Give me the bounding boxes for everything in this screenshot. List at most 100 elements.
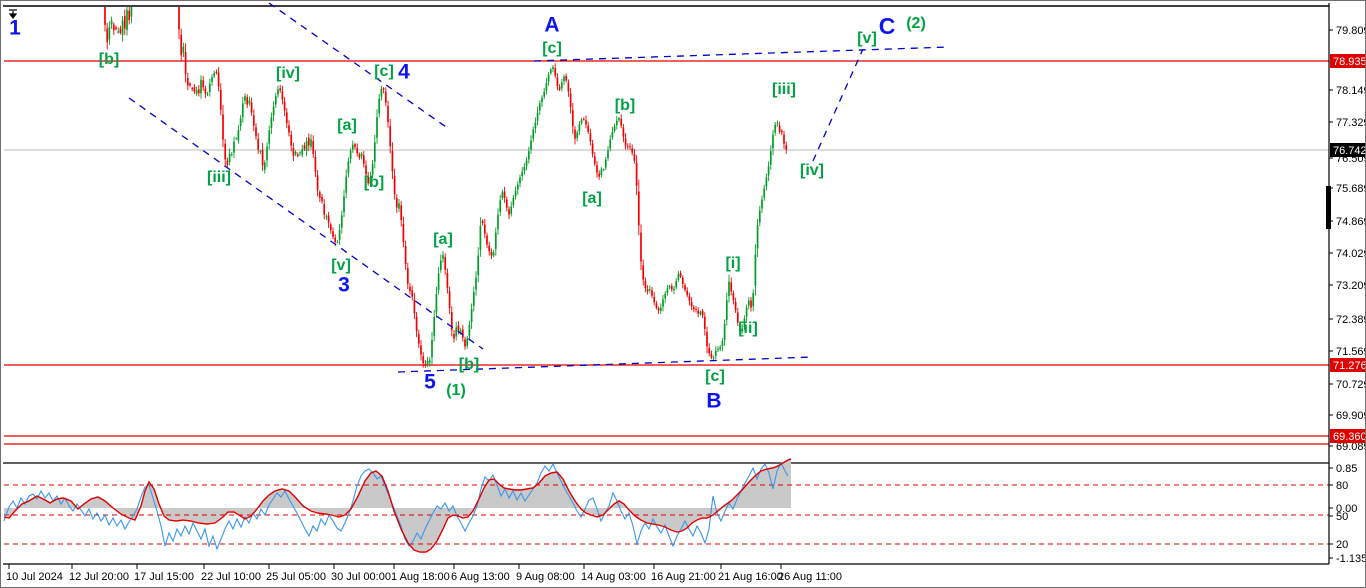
wave-label-green[interactable]: [c] <box>374 63 394 80</box>
candle-body <box>349 151 352 159</box>
wave-label-blue[interactable]: B <box>706 390 721 413</box>
wave-label-green[interactable]: (2) <box>906 15 926 32</box>
symbol-dropdown-icon[interactable] <box>8 9 18 19</box>
candle-body <box>589 133 592 142</box>
trendline[interactable] <box>533 46 950 62</box>
candle-body <box>439 260 442 270</box>
candle-body <box>299 152 301 154</box>
candle-body <box>571 110 574 127</box>
candle-body <box>662 299 664 307</box>
candle-body <box>501 192 504 198</box>
wave-label-green[interactable]: [b] <box>364 174 384 191</box>
wave-label-green[interactable]: [a] <box>337 117 357 134</box>
candle-body <box>391 151 394 172</box>
candle-body <box>327 215 330 223</box>
price-badge-label: 71.276 <box>1333 360 1366 372</box>
wave-label-green[interactable]: [a] <box>582 190 602 207</box>
candle-body <box>329 224 332 231</box>
candle-body <box>217 72 220 87</box>
candle-body <box>288 125 290 133</box>
wave-label-blue[interactable]: 5 <box>424 371 436 394</box>
wave-label-green[interactable]: (1) <box>446 382 466 399</box>
candle-body <box>609 139 612 149</box>
wave-label-green[interactable]: [i] <box>725 255 740 272</box>
wave-label-green[interactable]: [b] <box>615 97 635 114</box>
candle-body <box>477 255 480 276</box>
candle-body <box>446 273 449 288</box>
candle-body <box>604 159 607 168</box>
candle-body <box>554 68 557 76</box>
wave-label-blue[interactable]: 4 <box>398 61 410 84</box>
candle-body <box>538 103 541 111</box>
candle-body <box>404 246 407 264</box>
candle-body <box>411 290 414 297</box>
price-tick-label: 74.869 <box>1336 216 1366 228</box>
wave-label-green[interactable]: [c] <box>705 368 725 385</box>
price-tick-label: 79.809 <box>1336 25 1366 37</box>
wave-label-green[interactable]: [v] <box>857 30 877 47</box>
axis-drag-mark[interactable] <box>1326 186 1331 229</box>
price-badge <box>1330 429 1365 443</box>
trendline[interactable] <box>397 356 814 373</box>
candle-body <box>508 209 510 215</box>
wave-label-green[interactable]: [a] <box>433 231 453 248</box>
candle-body <box>126 10 128 30</box>
candle-body <box>774 124 777 133</box>
candle-body <box>576 132 579 139</box>
candle-body <box>292 148 295 156</box>
candle-body <box>505 199 508 208</box>
wave-label-green[interactable]: [iv] <box>800 162 824 179</box>
wave-label-green[interactable]: [iii] <box>772 81 796 98</box>
price-tick-label: 69.909 <box>1336 410 1366 422</box>
candle-body <box>215 72 218 73</box>
candle-body <box>376 117 378 138</box>
candle-body <box>202 80 205 88</box>
macd-tick-label: 0.00 <box>1336 503 1357 515</box>
wave-label-blue[interactable]: C <box>879 13 896 39</box>
candle-body <box>611 131 614 138</box>
price-tick-label: 75.689 <box>1336 183 1366 195</box>
candle-body <box>783 134 785 144</box>
candle-body <box>213 72 216 77</box>
candle-body <box>115 27 117 30</box>
wave-label-green[interactable]: [b] <box>459 356 479 373</box>
candle-body <box>556 77 559 86</box>
candle-body <box>387 105 389 122</box>
wave-label-green[interactable]: [ii] <box>738 320 758 337</box>
time-tick-label: 22 Jul 10:00 <box>201 571 261 583</box>
candle-body <box>710 354 713 358</box>
time-tick-label: 21 Aug 16:00 <box>718 571 783 583</box>
wave-label-green[interactable]: [iii] <box>207 169 231 186</box>
candle-body <box>697 310 700 314</box>
candle-body <box>666 288 669 293</box>
wave-label-green[interactable]: [b] <box>99 51 119 68</box>
candle-body <box>246 97 249 105</box>
candle-body <box>121 20 124 36</box>
candle-body <box>380 88 383 97</box>
candle-body <box>395 198 398 208</box>
wave-label-green[interactable]: [c] <box>542 40 562 57</box>
wave-label-blue[interactable]: 3 <box>338 274 350 297</box>
wave-label-blue[interactable]: A <box>544 14 559 37</box>
wave-label-green[interactable]: [iv] <box>276 65 300 82</box>
candle-body <box>629 146 631 148</box>
candle-body <box>684 285 686 290</box>
time-tick-label: 25 Jul 05:00 <box>266 571 326 583</box>
candle-body <box>756 225 759 249</box>
candle-body <box>648 289 651 291</box>
price-tick-label: 74.029 <box>1336 248 1366 260</box>
candle-body <box>730 282 733 292</box>
candle-body <box>734 301 737 310</box>
candle-body <box>266 146 268 161</box>
wave-label-green[interactable]: [v] <box>331 257 351 274</box>
candle-body <box>444 257 447 270</box>
candle-body <box>659 307 662 311</box>
wave-label-blue[interactable]: 1 <box>9 17 21 40</box>
candle-body <box>499 200 502 212</box>
candle-body <box>622 127 625 137</box>
candle-body <box>510 206 513 214</box>
trendline[interactable] <box>268 2 450 130</box>
price-tick-label: 77.329 <box>1336 117 1366 129</box>
candle-body <box>200 79 202 94</box>
